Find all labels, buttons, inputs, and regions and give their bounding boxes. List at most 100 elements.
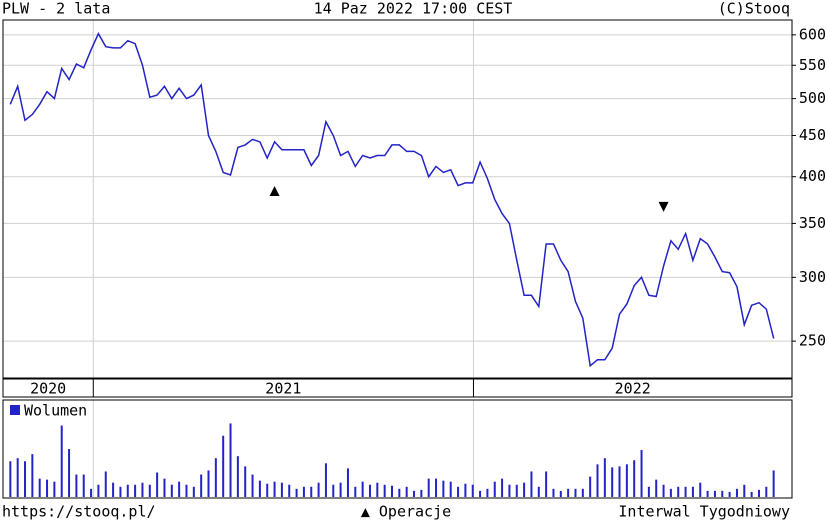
volume-bar [611,467,614,497]
footer-left[interactable]: https://stooq.pl/ [2,503,156,521]
volume-legend: Wolumen [24,402,87,420]
volume-bar [185,484,188,497]
volume-bar [691,486,694,497]
volume-bar [317,482,320,497]
volume-bar [545,471,548,497]
volume-bar [647,486,650,497]
volume-bar [390,485,393,497]
volume-bar [501,478,504,497]
volume-bar [148,484,151,497]
volume-bar [339,482,342,497]
volume-bar [735,488,738,497]
volume-bar [75,474,78,497]
volume-bar [574,488,577,497]
header-left: PLW - 2 lata [2,0,110,18]
volume-bar [486,488,489,497]
y-tick-label: 300 [799,268,826,286]
volume-bar [655,479,658,497]
footer-center: ▲ Operacje [361,503,451,521]
volume-bar [427,478,430,497]
volume-bar [383,484,386,497]
volume-bar [677,486,680,497]
volume-bar [163,478,166,497]
volume-bar [244,466,247,497]
volume-bar [721,490,724,497]
y-tick-label: 550 [799,56,826,74]
volume-bar [324,463,327,497]
volume-bar [405,486,408,497]
volume-bar [471,484,474,497]
header-right: (C)Stooq [718,0,790,18]
volume-bar [625,464,628,497]
volume-bar [596,464,599,497]
volume-bar [589,476,592,497]
volume-bar [354,486,357,497]
volume-bar [346,468,349,497]
volume-bar [479,490,482,497]
volume-bar [669,488,672,497]
volume-bar [464,483,467,497]
y-tick-label: 450 [799,126,826,144]
volume-bar [126,484,129,497]
volume-bar [523,482,526,497]
volume-bar [295,488,298,497]
volume-bar [280,482,283,497]
volume-bar [170,484,173,497]
volume-bar [493,481,496,497]
volume-bar [200,474,203,497]
volume-bar [457,486,460,497]
volume-bar [706,490,709,497]
volume-bar [141,482,144,497]
volume-bar [288,484,291,497]
volume-bar [68,449,71,497]
volume-bar [728,491,731,497]
volume-bar [442,480,445,497]
volume-bar [251,474,254,497]
volume-bar [24,461,27,497]
trade-marker [658,201,669,212]
volume-bar [581,488,584,497]
volume-bar [530,471,533,497]
price-frame [2,19,793,379]
volume-bar [332,484,335,497]
year-band [2,378,793,398]
volume-bar [361,481,364,497]
volume-bar [229,423,232,497]
volume-bar [757,489,760,497]
volume-bar [119,486,122,497]
y-tick-label: 500 [799,89,826,107]
volume-bar [633,460,636,497]
volume-bar [134,484,137,497]
volume-bar [258,480,261,497]
volume-bar [31,454,34,497]
volume-bar [16,458,19,497]
volume-bar [104,471,107,497]
volume-bar [603,458,606,497]
y-tick-label: 600 [799,25,826,43]
volume-bar [398,488,401,497]
volume-bar [435,478,438,497]
y-tick-label: 350 [799,214,826,232]
volume-bar [236,456,239,497]
volume-bar [449,481,452,497]
year-label: 2022 [615,380,651,398]
volume-bar [515,484,518,497]
volume-bar [9,461,12,497]
volume-bar [90,488,93,497]
volume-bar [559,490,562,497]
volume-legend-swatch [10,405,20,415]
volume-bar [699,482,702,497]
volume-bar [156,472,159,497]
volume-bar [772,470,775,497]
volume-bar [112,482,115,497]
volume-bar [178,481,181,497]
volume-bar [640,450,643,497]
volume-bar [38,478,41,497]
volume-bar [46,479,49,497]
year-label: 2020 [30,380,66,398]
volume-bar [713,490,716,497]
volume-bar [207,470,210,497]
volume-bar [567,488,570,497]
